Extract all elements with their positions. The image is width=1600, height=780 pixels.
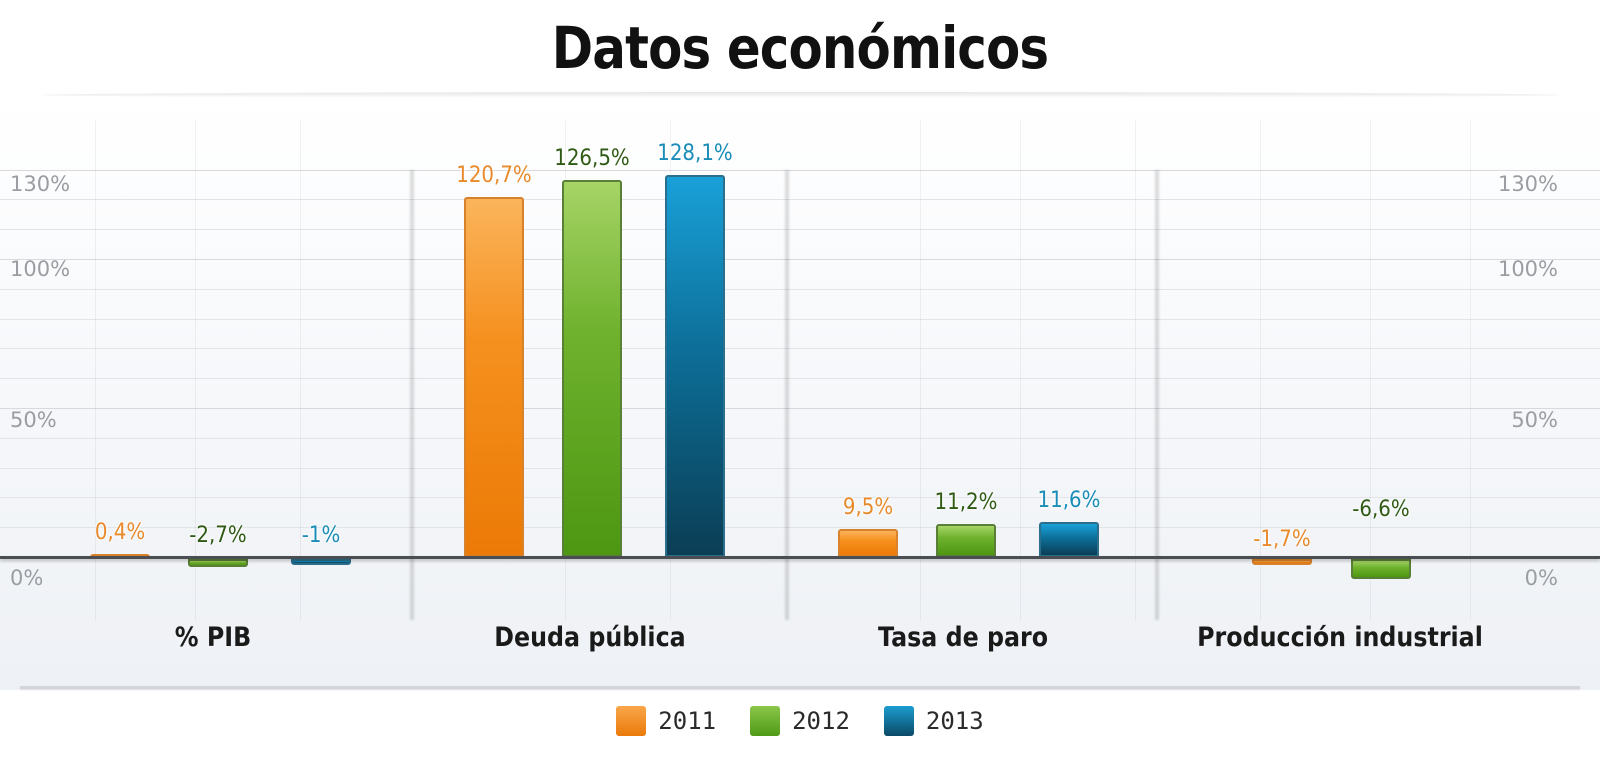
gridline: [0, 229, 1600, 230]
value-label: -2,7%: [189, 523, 247, 548]
chart-title: Datos económicos: [551, 14, 1049, 82]
legend-label: 2013: [925, 707, 984, 735]
gridline: [0, 378, 1600, 379]
legend-divider: [20, 686, 1580, 689]
legend-item-2011[interactable]: 2011: [616, 706, 716, 736]
bar-2011[interactable]: [464, 197, 524, 557]
gridline: [0, 199, 1600, 200]
gridline: [0, 289, 1600, 290]
value-label: 11,6%: [1037, 488, 1101, 514]
y-axis-tick-right: 50%: [1511, 408, 1558, 432]
gridline-vertical: [1260, 120, 1261, 620]
legend-label: 2012: [792, 707, 850, 735]
gridline: [0, 170, 1600, 171]
y-axis-tick-right: 100%: [1497, 257, 1558, 281]
gridline-vertical: [1020, 120, 1021, 620]
category-label: Deuda pública: [494, 622, 686, 653]
gridline-vertical: [95, 120, 96, 620]
gridline-vertical: [300, 120, 301, 620]
gridline: [0, 259, 1600, 260]
legend-swatch: [883, 706, 914, 736]
bar-2013[interactable]: [665, 175, 725, 557]
value-label: -6,6%: [1352, 497, 1410, 522]
y-axis-tick-left: 0%: [10, 566, 44, 590]
gridline-vertical: [1370, 120, 1371, 620]
bar-2011[interactable]: [1252, 559, 1312, 565]
plot-area: 130% 130% 100% 100% 50% 50% 0% 0% 0,4% -2,7% -1% 12…: [0, 100, 1600, 690]
y-axis-tick-left: 100%: [10, 257, 71, 281]
legend-swatch: [616, 706, 647, 736]
bar-2012[interactable]: [562, 180, 622, 557]
title-divider: [40, 92, 1560, 98]
value-label: -1%: [301, 523, 341, 548]
value-label: 120,7%: [456, 163, 532, 189]
gridline: [0, 468, 1600, 469]
gridline: [0, 497, 1600, 498]
bar-2012[interactable]: [188, 559, 248, 568]
bar-2012[interactable]: [936, 523, 996, 557]
legend-item-2013[interactable]: 2013: [883, 706, 984, 736]
gridline: [0, 527, 1600, 528]
value-label: 11,2%: [934, 489, 998, 515]
category-separator: [784, 170, 790, 620]
y-axis-tick-right: 0%: [1524, 566, 1558, 590]
gridline-vertical: [195, 120, 196, 620]
category-label: % PIB: [174, 622, 252, 653]
bar-2013[interactable]: [1039, 522, 1099, 557]
bar-2013[interactable]: [291, 559, 351, 565]
value-label: 126,5%: [554, 146, 630, 172]
gridline-vertical: [920, 120, 921, 620]
legend: 2011 2012 2013: [0, 706, 1600, 736]
legend-item-2012[interactable]: 2012: [750, 706, 850, 736]
bar-2011[interactable]: [838, 528, 898, 557]
gridline-vertical: [1470, 120, 1471, 620]
gridline: [0, 348, 1600, 349]
legend-label: 2011: [658, 707, 717, 735]
y-axis-tick-left: 130%: [10, 172, 71, 196]
y-axis-tick-left: 50%: [10, 408, 57, 432]
value-label: 128,1%: [657, 141, 733, 167]
gridline-vertical: [1135, 120, 1136, 620]
value-label: 9,5%: [842, 494, 894, 520]
category-separator: [409, 170, 415, 620]
category-label: Producción industrial: [1197, 622, 1483, 653]
value-label: -1,7%: [1253, 527, 1311, 552]
y-axis-tick-right: 130%: [1497, 172, 1558, 196]
zero-baseline: [0, 556, 1600, 559]
category-label: Tasa de paro: [877, 622, 1049, 653]
gridline: [0, 408, 1600, 409]
gridline: [0, 438, 1600, 439]
category-separator: [1154, 170, 1160, 620]
gridline: [0, 319, 1600, 320]
bar-2012[interactable]: [1351, 559, 1411, 579]
value-label: 0,4%: [94, 520, 146, 545]
plot-background: [0, 100, 1600, 690]
legend-swatch: [750, 706, 781, 736]
